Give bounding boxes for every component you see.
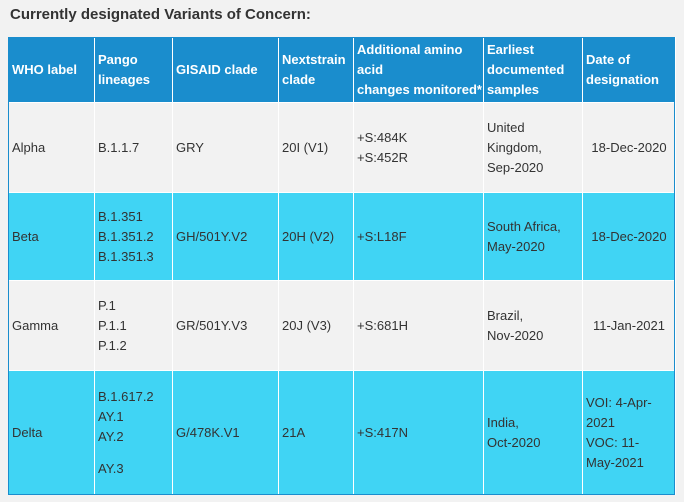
amino-cell: +S:L18F: [353, 192, 484, 281]
table-row-alpha: Alpha B.1.1.7 GRY 20I (V1) +S:484K +S:45…: [8, 102, 676, 193]
earliest-cell: United Kingdom, Sep-2020: [483, 102, 583, 193]
section-heading: Currently designated Variants of Concern…: [10, 6, 311, 23]
date-line: 18-Dec-2020: [591, 228, 667, 244]
who-label-cell: Delta: [8, 370, 95, 495]
date-line: 18-Dec-2020: [591, 139, 667, 155]
header-text: Nextstrain: [282, 52, 346, 67]
gisaid-cell: GH/501Y.V2: [172, 192, 279, 281]
who-label-cell: Gamma: [8, 280, 95, 371]
header-text: Additional amino: [357, 42, 463, 57]
header-nextstrain-clade: Nextstrain clade: [278, 37, 354, 103]
header-text: Pango: [98, 52, 138, 67]
pango-cell: B.1.351 B.1.351.2 B.1.351.3: [94, 192, 173, 281]
date-line: 11-Jan-2021: [592, 317, 666, 333]
earliest-line: Sep-2020: [487, 159, 544, 175]
pango-lineage: B.1.351.2: [98, 228, 154, 244]
amino-cell: +S:417N: [353, 370, 484, 495]
pango-cell: B.1.617.2 AY.1 AY.2 AY.3: [94, 370, 173, 495]
pango-lineage: B.1.351.3: [98, 248, 154, 264]
variants-table: WHO label Pango lineages GISAID clade Ne…: [8, 37, 676, 495]
date-line: VOC: 11-: [586, 434, 640, 450]
earliest-line: United: [487, 119, 525, 135]
who-label-cell: Beta: [8, 192, 95, 281]
date-line: VOI: 4-Apr-: [586, 394, 652, 410]
pango-lineage: AY.3: [98, 460, 124, 476]
header-who-label: WHO label: [8, 37, 95, 103]
amino-change: +S:L18F: [357, 228, 407, 244]
pango-lineage: AY.2: [98, 428, 124, 444]
header-gisaid-clade: GISAID clade: [172, 37, 279, 103]
header-text: acid: [357, 62, 384, 77]
amino-change: +S:417N: [357, 424, 408, 440]
pango-lineage: B.1.1.7: [98, 139, 140, 155]
header-text: documented: [487, 62, 565, 77]
date-cell: VOI: 4-Apr- 2021 VOC: 11- May-2021: [582, 370, 676, 495]
pango-lineage: P.1.1: [98, 317, 127, 333]
header-text: Date of: [586, 52, 631, 67]
nextstrain-cell: 21A: [278, 370, 354, 495]
header-text: WHO label: [12, 62, 78, 77]
table-row-gamma: Gamma P.1 P.1.1 P.1.2 GR/501Y.V3 20J (V3…: [8, 280, 676, 371]
amino-change: +S:452R: [357, 149, 408, 165]
who-label-cell: Alpha: [8, 102, 95, 193]
pango-lineage: P.1.2: [98, 337, 127, 353]
date-cell: 18-Dec-2020: [582, 192, 676, 281]
date-cell: 18-Dec-2020: [582, 102, 676, 193]
earliest-line: Brazil,: [487, 307, 524, 323]
pango-cell: P.1 P.1.1 P.1.2: [94, 280, 173, 371]
earliest-line: Oct-2020: [487, 434, 541, 450]
header-earliest-samples: Earliest documented samples: [483, 37, 583, 103]
gisaid-cell: GRY: [172, 102, 279, 193]
header-additional-amino-acid: Additional amino acid changes monitored*: [353, 37, 484, 103]
header-text: designation: [586, 72, 659, 87]
earliest-line: May-2020: [487, 238, 545, 254]
header-text: GISAID clade: [176, 62, 258, 77]
header-text: changes monitored*: [357, 82, 482, 97]
table-row-delta: Delta B.1.617.2 AY.1 AY.2 AY.3 G/478K.V1…: [8, 370, 676, 495]
pango-lineage: P.1: [98, 297, 116, 313]
header-text: lineages: [98, 72, 151, 87]
earliest-line: South Africa,: [487, 218, 561, 234]
earliest-cell: Brazil, Nov-2020: [483, 280, 583, 371]
date-line: May-2021: [586, 454, 644, 470]
nextstrain-cell: 20H (V2): [278, 192, 354, 281]
amino-change: +S:484K: [357, 129, 408, 145]
header-text: clade: [282, 72, 316, 87]
pango-lineage: B.1.351: [98, 208, 143, 224]
pango-gap: [98, 447, 169, 459]
amino-cell: +S:484K +S:452R: [353, 102, 484, 193]
earliest-cell: South Africa, May-2020: [483, 192, 583, 281]
header-text: Earliest: [487, 42, 534, 57]
gisaid-cell: G/478K.V1: [172, 370, 279, 495]
header-pango-lineages: Pango lineages: [94, 37, 173, 103]
earliest-line: Nov-2020: [487, 327, 544, 343]
header-date-of-designation: Date of designation: [582, 37, 676, 103]
amino-cell: +S:681H: [353, 280, 484, 371]
table-header-row: WHO label Pango lineages GISAID clade Ne…: [8, 37, 676, 103]
date-cell: 11-Jan-2021: [582, 280, 676, 371]
pango-lineage: B.1.617.2: [98, 388, 154, 404]
pango-cell: B.1.1.7: [94, 102, 173, 193]
nextstrain-cell: 20I (V1): [278, 102, 354, 193]
amino-change: +S:681H: [357, 317, 408, 333]
earliest-line: Kingdom,: [487, 139, 542, 155]
date-line: 2021: [586, 414, 615, 430]
gisaid-cell: GR/501Y.V3: [172, 280, 279, 371]
earliest-line: India,: [487, 414, 519, 430]
pango-lineage: AY.1: [98, 408, 124, 424]
header-text: samples: [487, 82, 540, 97]
table-row-beta: Beta B.1.351 B.1.351.2 B.1.351.3 GH/501Y…: [8, 192, 676, 281]
nextstrain-cell: 20J (V3): [278, 280, 354, 371]
earliest-cell: India, Oct-2020: [483, 370, 583, 495]
